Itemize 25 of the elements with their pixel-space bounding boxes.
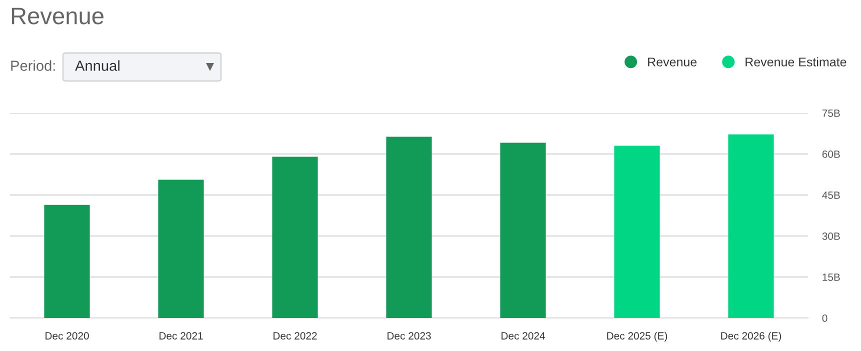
y-tick-label: 60B (822, 150, 840, 158)
y-tick-label: 45B (822, 192, 840, 199)
x-tick-label: Dec 2024 (502, 332, 545, 340)
x-tick-label: Dec 2022 (274, 332, 317, 340)
x-tick-label: Dec 2021 (160, 332, 203, 340)
chart-title: Revenue (12, 8, 104, 24)
x-tick-label: Dec 2023 (388, 332, 431, 340)
bar (44, 204, 90, 318)
bar (728, 134, 774, 318)
legend-label: Revenue (648, 58, 697, 66)
x-tick-label: Dec 2025 (E) (607, 332, 668, 342)
bar (500, 142, 546, 318)
text: Annual (75, 60, 120, 71)
text: Period: (11, 60, 55, 71)
bar (158, 180, 204, 318)
legend-label: Revenue Estimate (746, 57, 846, 66)
bar (614, 146, 660, 318)
x-tick-label: Dec 2020 (46, 332, 89, 340)
y-tick-label: 75B (822, 110, 840, 117)
bar (386, 136, 432, 318)
y-tick-label: 15B (822, 274, 840, 281)
bar (272, 156, 318, 318)
y-tick-label: 30B (822, 232, 840, 240)
x-tick-label: Dec 2026 (E) (721, 332, 782, 342)
y-tick-label: 0 (822, 314, 828, 322)
